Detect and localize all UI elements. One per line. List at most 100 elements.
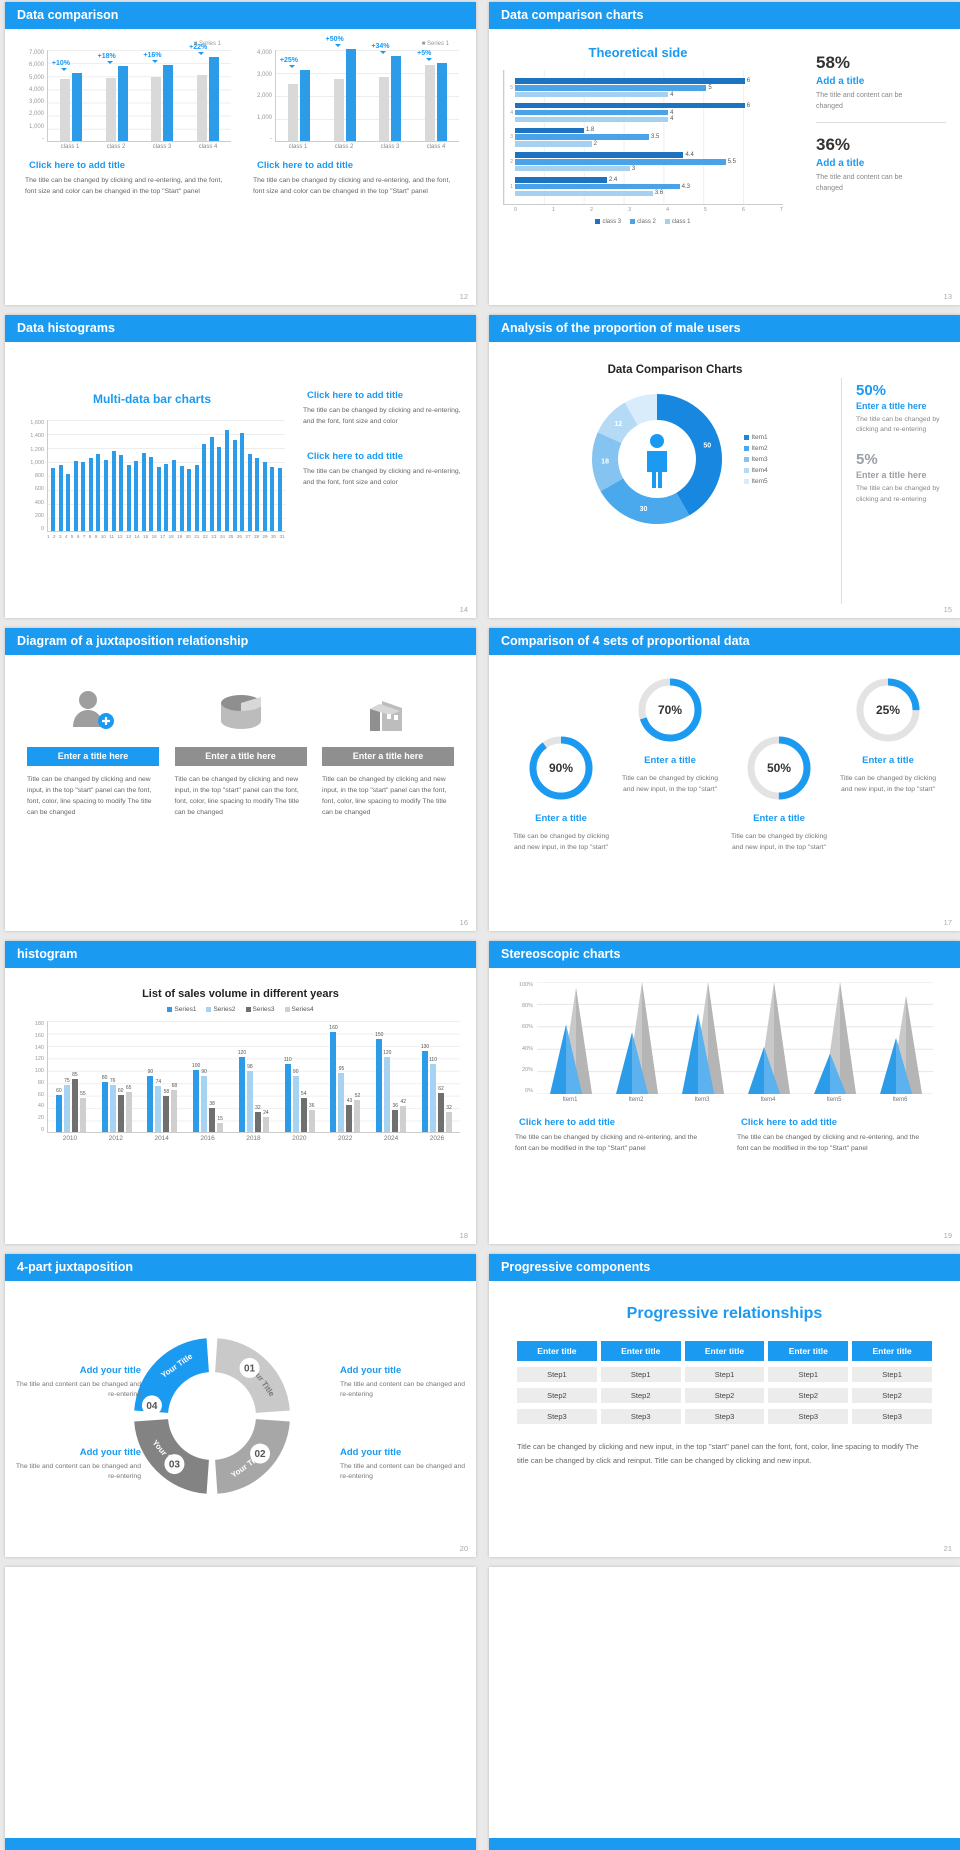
- stat-block: 5% Enter a title here The title can be c…: [856, 451, 952, 504]
- slide-data-comparison[interactable]: Data comparison ■ Series 1 7,000 6,000 5,00…: [5, 2, 476, 305]
- chart-legend: class 3 class 2 class 1: [503, 219, 783, 226]
- value-label: 95: [338, 1065, 345, 1072]
- y-tick: 5,000: [28, 74, 44, 81]
- plot-area: 5 6 5 4 4 6 4 4 3 1.8 3.5 2 2 4.4 5.5 3 1 2.4 4.3 3.6: [503, 70, 783, 206]
- bar: [515, 91, 669, 98]
- bar: [81, 462, 86, 531]
- x-tick: 22: [202, 534, 208, 539]
- ring-title: Enter a title: [535, 813, 587, 824]
- slide-data-histograms[interactable]: Data histograms Multi-data bar charts 1,…: [5, 315, 476, 618]
- corner-heading: Add your title: [340, 1365, 402, 1376]
- ring-title: Enter a title: [862, 755, 914, 766]
- value-label: 65: [125, 1084, 132, 1091]
- bar: [66, 473, 71, 531]
- y-tick: 80: [37, 1079, 44, 1086]
- slide-progressive-components[interactable]: Progressive components Progressive relat…: [489, 1254, 960, 1557]
- bar-group: 150 120 36 42: [375, 1032, 407, 1132]
- y-axis: 1,600 1,400 1,200 1,000 800 600 400 200 0: [19, 420, 47, 532]
- bar: [51, 468, 55, 531]
- bar: [88, 457, 93, 531]
- bar-group: 110 90 54 36: [284, 1057, 315, 1132]
- legend-swatch: [744, 478, 750, 484]
- y-tick: 20%: [521, 1066, 533, 1073]
- partial-slide-right[interactable]: [489, 1567, 960, 1850]
- bar: [111, 450, 116, 531]
- bar-group: 2 4.4 5.5 3: [504, 151, 783, 173]
- y-tick: 2,000: [28, 111, 44, 118]
- page-number: 19: [943, 1231, 952, 1240]
- wheel-segment: [134, 1338, 209, 1413]
- bar: [79, 1097, 86, 1132]
- ring-column: 25% Enter a title Title can be changed b…: [838, 655, 938, 931]
- block-heading: Click here to add title: [519, 1117, 616, 1128]
- stats-column: 50% Enter a title here The title can be …: [842, 354, 952, 618]
- number-badge: [164, 1454, 185, 1475]
- y-tick: 6,000: [28, 62, 44, 69]
- slide-title: Data histograms: [17, 321, 115, 335]
- bar: [63, 1085, 70, 1132]
- item-header: Enter a title here: [322, 747, 454, 766]
- bar: [515, 190, 653, 197]
- bar: [141, 452, 146, 531]
- donut-segment: [592, 394, 723, 524]
- x-tick: 27: [245, 534, 251, 539]
- x-tick: 29: [262, 534, 268, 539]
- stats-column: 58% Add a title The title and content ca…: [798, 37, 946, 305]
- y-tick: 1,600: [30, 420, 44, 426]
- ring-progress: [638, 678, 702, 742]
- bar-gray: [151, 76, 162, 141]
- x-tick: 5: [703, 207, 707, 214]
- ring-percentage: 90%: [548, 761, 574, 775]
- bar: [255, 457, 260, 531]
- bar-group: 130 110 62 32: [421, 1044, 453, 1132]
- chart-area: Theoretical side 5 6 5 4 4 6 4 4 3 1.8 3.5 2 2 4.4 5.5…: [503, 37, 798, 305]
- y-tick: 4,000: [256, 50, 272, 56]
- value-label: 58: [163, 1088, 170, 1095]
- bar-blue: [391, 55, 402, 141]
- x-tick: 13: [125, 534, 132, 539]
- slide-histogram[interactable]: histogram List of sales volume in differ…: [5, 941, 476, 1244]
- donut-chart: 50 30 18 12 Item1 Item2 Item3 Item4 Item5: [509, 384, 841, 534]
- x-tick: class 1: [288, 144, 308, 150]
- column-header: Enter title: [600, 1341, 681, 1361]
- bar-group: 100 90 38 15: [192, 1063, 224, 1132]
- bar-chart: 1,600 1,400 1,200 1,000 800 600 400 200 0 1 2 3 4 5 6 7…: [19, 420, 285, 539]
- x-tick: Item5: [826, 1097, 842, 1103]
- bar: [73, 461, 78, 531]
- corner-heading: Add your title: [79, 1447, 141, 1458]
- slide-stereoscopic-charts[interactable]: Stereoscopic charts 100% 80% 60% 40% 20% 0% It…: [489, 941, 960, 1244]
- x-tick: 15: [143, 534, 149, 539]
- slide-title: Analysis of the proportion of male users: [501, 321, 741, 335]
- block-heading: Click here to add title: [307, 451, 404, 463]
- bar-blue: [117, 66, 128, 141]
- chart-legend: Item1 Item2 Item3 Item4 Item5: [744, 430, 768, 489]
- chart-legend: ■ Series 1: [193, 41, 221, 47]
- partial-slide-left[interactable]: [5, 1567, 476, 1850]
- slide-data-comparison-charts[interactable]: Data comparison charts Theoretical side …: [489, 2, 960, 305]
- value-label: 42: [400, 1098, 407, 1105]
- building-icon: [322, 675, 454, 735]
- slide-male-users-proportion[interactable]: Analysis of the proportion of male users…: [489, 315, 960, 618]
- text-column: Click here to add title The title can be…: [285, 348, 462, 618]
- x-tick: 6: [76, 534, 80, 539]
- page-number: 15: [943, 605, 952, 614]
- value-label: 38: [209, 1101, 215, 1108]
- bar-group: +50%: [326, 36, 356, 141]
- slide-proportional-data[interactable]: Comparison of 4 sets of proportional dat…: [489, 628, 960, 931]
- x-tick: Item4: [760, 1097, 776, 1103]
- value-label: 90: [201, 1069, 207, 1075]
- slide-four-part-juxtaposition[interactable]: 4-part juxtaposition Your Title 01 Your Ti…: [5, 1254, 476, 1557]
- bar: [246, 1071, 253, 1132]
- bar: [109, 1084, 116, 1132]
- slide-juxtaposition-relationship[interactable]: Diagram of a juxtaposition relationship …: [5, 628, 476, 931]
- ring-progress: [529, 736, 593, 800]
- bar-gray: [379, 76, 390, 141]
- text-blocks: Click here to add title The title can be…: [507, 1117, 942, 1154]
- bar: [308, 1109, 315, 1132]
- x-tick: 31: [279, 534, 285, 539]
- x-tick: 2018: [246, 1135, 261, 1142]
- wheel-diagram: Your Title 01 Your Title 02 Your Title 03 Your…: [117, 1321, 307, 1511]
- category-label: 1: [510, 183, 513, 190]
- slide-title-bar: Comparison of 4 sets of proportional dat…: [489, 628, 960, 655]
- x-tick: 28: [253, 534, 260, 539]
